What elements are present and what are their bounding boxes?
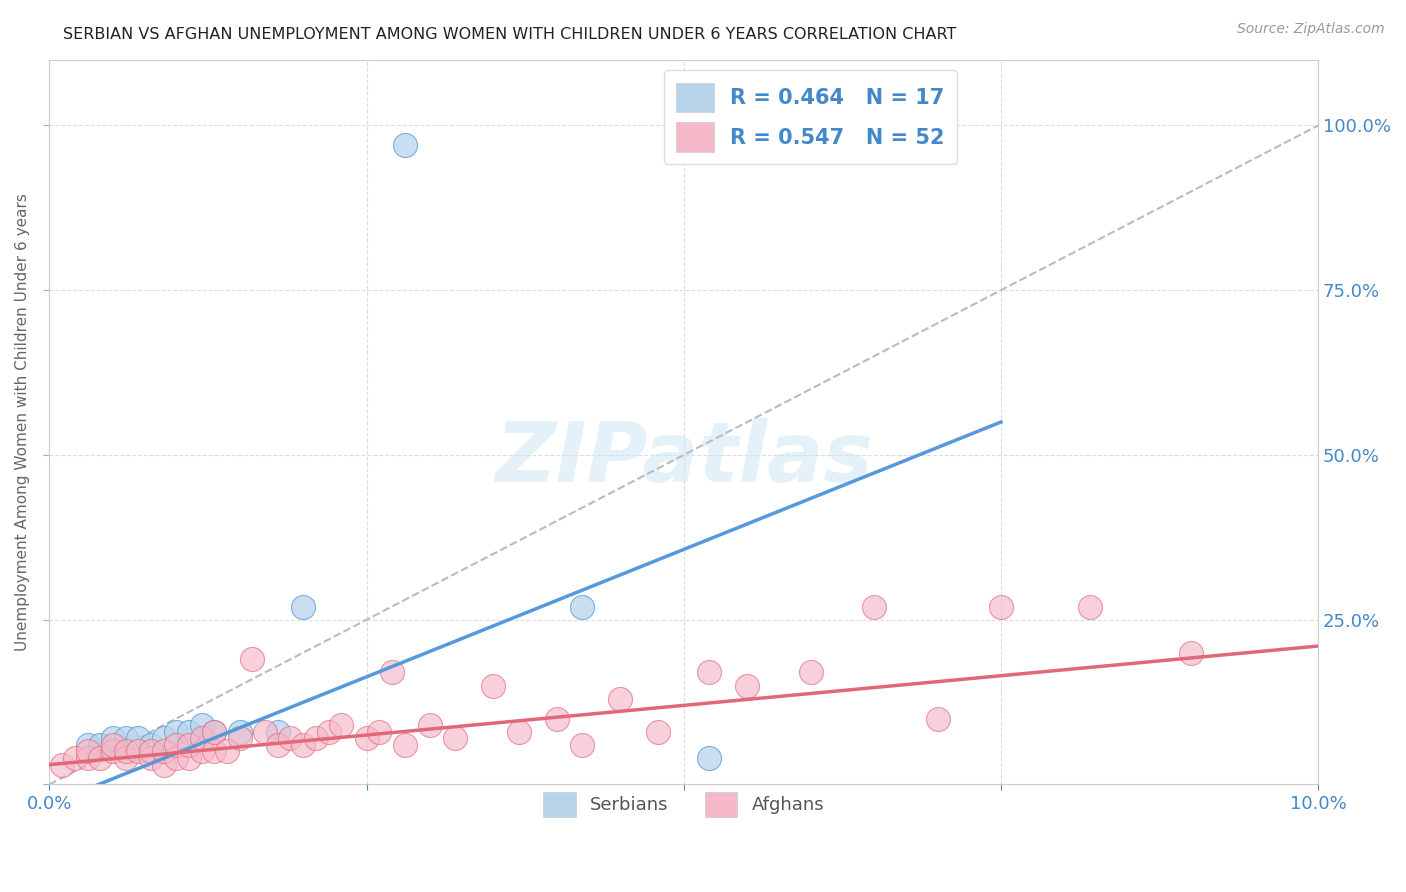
Point <box>127 744 149 758</box>
Point <box>101 738 124 752</box>
Point <box>254 724 277 739</box>
Text: ZIPatlas: ZIPatlas <box>495 417 873 499</box>
Point <box>229 724 252 739</box>
Point <box>1180 646 1202 660</box>
Point <box>1078 599 1101 614</box>
Point <box>202 724 225 739</box>
Point <box>89 738 111 752</box>
Point <box>229 731 252 746</box>
Point <box>215 744 238 758</box>
Point <box>190 718 212 732</box>
Point <box>368 724 391 739</box>
Point <box>139 738 162 752</box>
Point <box>990 599 1012 614</box>
Y-axis label: Unemployment Among Women with Children Under 6 years: Unemployment Among Women with Children U… <box>15 193 30 651</box>
Point <box>546 712 568 726</box>
Text: SERBIAN VS AFGHAN UNEMPLOYMENT AMONG WOMEN WITH CHILDREN UNDER 6 YEARS CORRELATI: SERBIAN VS AFGHAN UNEMPLOYMENT AMONG WOM… <box>63 27 956 42</box>
Point <box>318 724 340 739</box>
Point <box>242 652 264 666</box>
Point <box>444 731 467 746</box>
Point <box>177 738 200 752</box>
Point <box>101 731 124 746</box>
Point <box>76 738 98 752</box>
Point <box>609 691 631 706</box>
Point <box>647 724 669 739</box>
Point <box>202 744 225 758</box>
Point <box>165 738 187 752</box>
Point <box>267 738 290 752</box>
Point <box>139 751 162 765</box>
Point <box>152 757 174 772</box>
Point <box>394 138 416 153</box>
Point <box>76 751 98 765</box>
Point <box>394 738 416 752</box>
Point <box>697 665 720 680</box>
Point <box>735 679 758 693</box>
Point <box>190 731 212 746</box>
Point <box>165 751 187 765</box>
Point <box>202 724 225 739</box>
Point <box>63 751 86 765</box>
Point <box>89 751 111 765</box>
Point <box>139 744 162 758</box>
Point <box>356 731 378 746</box>
Point <box>165 724 187 739</box>
Point <box>114 751 136 765</box>
Point <box>508 724 530 739</box>
Point <box>114 744 136 758</box>
Point <box>292 738 315 752</box>
Point <box>419 718 441 732</box>
Point <box>571 599 593 614</box>
Point <box>51 757 73 772</box>
Point <box>190 744 212 758</box>
Point <box>305 731 328 746</box>
Point <box>292 599 315 614</box>
Point <box>800 665 823 680</box>
Text: Source: ZipAtlas.com: Source: ZipAtlas.com <box>1237 22 1385 37</box>
Point <box>280 731 302 746</box>
Point <box>177 724 200 739</box>
Point <box>177 751 200 765</box>
Legend: Serbians, Afghans: Serbians, Afghans <box>534 782 834 826</box>
Point <box>330 718 353 732</box>
Point <box>863 599 886 614</box>
Point <box>152 731 174 746</box>
Point <box>101 744 124 758</box>
Point <box>267 724 290 739</box>
Point <box>571 738 593 752</box>
Point <box>114 731 136 746</box>
Point <box>127 731 149 746</box>
Point <box>76 744 98 758</box>
Point <box>152 744 174 758</box>
Point <box>697 751 720 765</box>
Point <box>927 712 949 726</box>
Point <box>482 679 505 693</box>
Point <box>381 665 404 680</box>
